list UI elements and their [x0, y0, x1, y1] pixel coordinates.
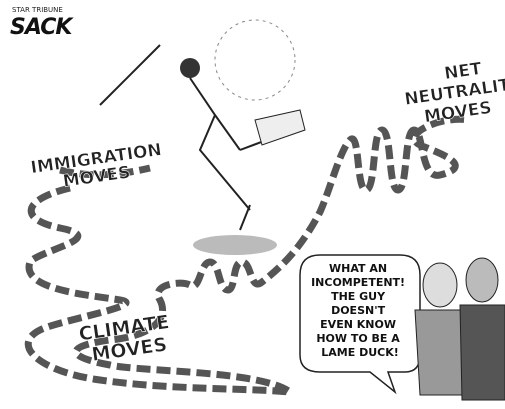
speech-line: HOW TO BE A	[316, 332, 400, 345]
speech-line: EVEN KNOW	[320, 318, 396, 331]
cartoon: STAR TRIBUNE SACK IMMIGRATION MOVES NET …	[0, 0, 505, 409]
speech-line: LAME DUCK!	[321, 346, 399, 359]
artist-signature: SACK	[10, 15, 74, 40]
speech-line: THE GUY	[331, 290, 386, 303]
speech-line: INCOMPETENT!	[311, 276, 405, 289]
publisher: STAR TRIBUNE	[12, 6, 63, 14]
shadow	[193, 235, 277, 255]
speech-line: DOESN'T	[331, 304, 385, 317]
speech-line: WHAT AN	[329, 262, 387, 275]
